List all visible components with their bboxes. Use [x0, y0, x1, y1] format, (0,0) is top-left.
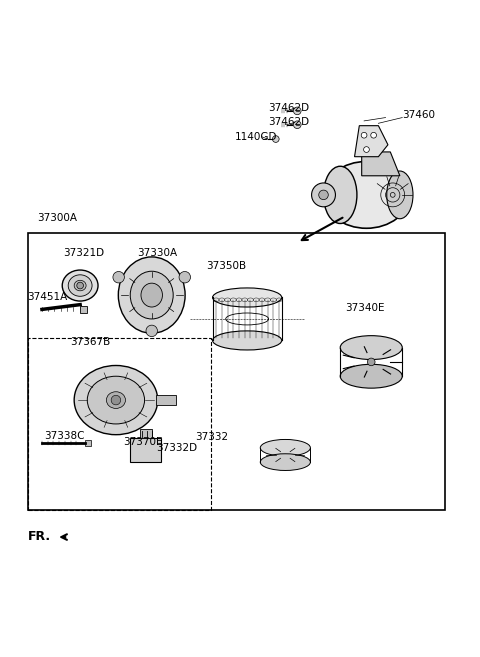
Text: 37462D: 37462D — [269, 103, 310, 113]
Circle shape — [312, 183, 336, 207]
Circle shape — [146, 325, 157, 336]
Text: 37330A: 37330A — [137, 248, 178, 258]
Ellipse shape — [340, 364, 402, 388]
Text: 37338C: 37338C — [44, 431, 85, 441]
Circle shape — [293, 121, 301, 129]
Text: 37332: 37332 — [195, 432, 228, 442]
Bar — [156, 396, 176, 405]
Text: 37332D: 37332D — [156, 443, 198, 453]
Text: 37350B: 37350B — [206, 261, 247, 271]
Circle shape — [111, 396, 120, 405]
Circle shape — [77, 283, 84, 289]
Ellipse shape — [74, 365, 157, 435]
Ellipse shape — [107, 392, 125, 409]
Ellipse shape — [130, 271, 173, 319]
Ellipse shape — [324, 166, 357, 223]
Circle shape — [273, 136, 279, 143]
Text: 37370E: 37370E — [123, 437, 163, 447]
Bar — [80, 306, 87, 313]
Bar — [28, 338, 211, 510]
Circle shape — [113, 271, 124, 283]
Polygon shape — [362, 152, 400, 176]
Text: 37460: 37460 — [402, 110, 435, 120]
Ellipse shape — [74, 281, 86, 291]
Ellipse shape — [324, 162, 409, 228]
Text: 37321D: 37321D — [63, 248, 105, 258]
Text: 1140GD: 1140GD — [235, 131, 278, 142]
Ellipse shape — [387, 171, 413, 219]
Text: 37367B: 37367B — [71, 337, 111, 347]
Text: 37462D: 37462D — [269, 118, 310, 127]
Ellipse shape — [62, 270, 98, 301]
Polygon shape — [355, 125, 388, 157]
Ellipse shape — [213, 331, 282, 350]
Ellipse shape — [226, 313, 269, 325]
Circle shape — [361, 132, 367, 138]
Circle shape — [319, 190, 328, 200]
Circle shape — [179, 271, 191, 283]
Bar — [85, 440, 91, 446]
Ellipse shape — [340, 336, 402, 359]
Text: 37451A: 37451A — [28, 292, 68, 302]
Text: 37340E: 37340E — [345, 304, 384, 313]
Ellipse shape — [213, 288, 282, 307]
Circle shape — [293, 107, 301, 115]
Circle shape — [371, 132, 376, 138]
Bar — [28, 233, 445, 510]
Ellipse shape — [260, 454, 311, 470]
Circle shape — [367, 358, 375, 366]
Ellipse shape — [141, 283, 162, 307]
Bar — [130, 438, 161, 462]
Circle shape — [364, 147, 369, 152]
Ellipse shape — [118, 257, 185, 333]
Text: 37300A: 37300A — [37, 213, 77, 223]
Text: FR.: FR. — [28, 530, 51, 543]
Ellipse shape — [87, 376, 144, 424]
Bar — [140, 429, 152, 438]
Ellipse shape — [260, 440, 311, 456]
Ellipse shape — [68, 275, 92, 296]
